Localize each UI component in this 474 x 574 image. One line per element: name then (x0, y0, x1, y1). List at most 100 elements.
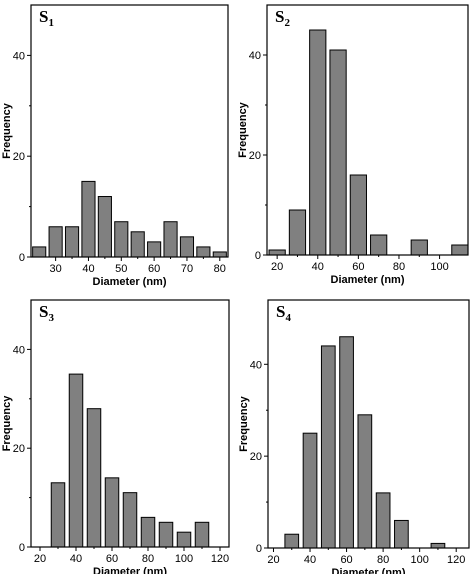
panel-title-letter: S (275, 7, 284, 26)
x-axis-title: Diameter (nm) (93, 566, 167, 574)
y-tick-label: 40 (13, 344, 25, 356)
y-tick-label: 40 (13, 50, 25, 62)
x-tick-label: 60 (148, 263, 160, 275)
x-tick-label: 60 (106, 553, 118, 565)
x-tick-label: 40 (304, 554, 316, 566)
bar (163, 221, 178, 258)
x-tick-label: 60 (352, 261, 364, 273)
x-tick-label: 20 (267, 554, 279, 566)
x-axis-title: Diameter (nm) (93, 276, 167, 288)
bar (302, 432, 318, 549)
chart-panel-3: 20 40 60 80 100 120 0 20 40 Diameter (nm) Frequenc… (1, 299, 230, 574)
x-tick-label: 60 (340, 554, 352, 566)
bar (451, 244, 469, 256)
plot-frame (266, 4, 469, 256)
bar (288, 209, 307, 256)
panel-title-subscript: 4 (285, 312, 291, 324)
y-tick-label: 0 (19, 252, 25, 264)
bar (68, 373, 84, 548)
bar (86, 408, 102, 548)
x-tick-label: 120 (447, 554, 465, 566)
bar (122, 492, 138, 548)
plot-frame (30, 4, 229, 258)
bar (194, 521, 210, 548)
y-tick-label: 0 (256, 543, 262, 555)
bar (309, 29, 327, 256)
x-tick-label: 70 (181, 263, 193, 275)
panel-title-subscript: 1 (48, 17, 54, 29)
bar (268, 249, 286, 256)
y-tick-label: 0 (19, 542, 25, 554)
bar (130, 231, 145, 258)
bar (320, 345, 336, 549)
bar (430, 542, 446, 549)
x-tick-label: 30 (50, 263, 62, 275)
bar (32, 246, 47, 258)
bar (114, 221, 129, 258)
panel-title: S4 (276, 302, 291, 324)
panel-title: S2 (275, 7, 290, 29)
bar (357, 414, 373, 549)
bar (212, 251, 227, 258)
x-tick-label: 100 (175, 553, 193, 565)
bar (394, 519, 409, 549)
bar (147, 241, 162, 258)
x-tick-label: 80 (377, 554, 389, 566)
x-tick-label: 20 (34, 553, 46, 565)
bar (179, 236, 195, 258)
x-tick-label: 50 (115, 263, 127, 275)
panel-title-subscript: 2 (284, 17, 290, 29)
x-tick-label: 80 (393, 261, 405, 273)
bar (48, 226, 63, 258)
y-tick-label: 20 (249, 150, 261, 162)
bar (81, 180, 96, 258)
y-tick-label: 40 (249, 50, 261, 62)
x-tick-label: 80 (214, 263, 226, 275)
y-axis-title: Frequency (1, 395, 13, 452)
x-tick-label: 20 (271, 261, 283, 273)
y-tick-label: 20 (13, 151, 25, 163)
y-axis-title: Frequency (237, 101, 249, 158)
y-axis-title: Frequency (1, 102, 13, 159)
panel-title-letter: S (276, 302, 285, 321)
panel-title: S1 (39, 7, 54, 29)
bar (349, 174, 367, 256)
bar (176, 531, 192, 548)
x-axis-title: Diameter (nm) (331, 274, 405, 286)
y-tick-label: 40 (250, 359, 262, 371)
bar (104, 477, 120, 548)
bar (158, 521, 174, 548)
x-tick-label: 120 (211, 553, 229, 565)
panel-title-subscript: 3 (48, 312, 54, 324)
bar (284, 533, 300, 549)
bar (370, 234, 388, 256)
x-tick-label: 40 (312, 261, 324, 273)
panel-title-letter: S (39, 302, 48, 321)
bar (50, 482, 66, 548)
x-tick-label: 40 (70, 553, 82, 565)
panel-title-letter: S (39, 7, 48, 26)
y-axis-title: Frequency (238, 395, 250, 452)
y-tick-label: 0 (255, 250, 261, 262)
bar (64, 226, 80, 258)
x-tick-label: 40 (82, 263, 94, 275)
chart-panel-2: 20 40 60 80 100 0 20 40 Diameter (nm) Frequency S2 (237, 4, 469, 286)
y-tick-label: 20 (13, 443, 25, 455)
x-tick-label: 80 (142, 553, 154, 565)
x-axis-title: Diameter (nm) (332, 567, 406, 574)
plot-frame (267, 299, 470, 549)
bar (410, 239, 428, 256)
bar (196, 246, 211, 258)
x-tick-label: 100 (430, 261, 448, 273)
bar (339, 336, 354, 549)
y-tick-label: 20 (250, 451, 262, 463)
bar (329, 49, 347, 256)
panel-title: S3 (39, 302, 54, 324)
bar (375, 492, 391, 549)
bar (97, 196, 112, 258)
bar (140, 516, 156, 548)
chart-panel-4: 20 40 60 80 100 120 0 20 40 Diameter (nm) Frequenc… (238, 299, 470, 574)
x-tick-label: 100 (410, 554, 428, 566)
